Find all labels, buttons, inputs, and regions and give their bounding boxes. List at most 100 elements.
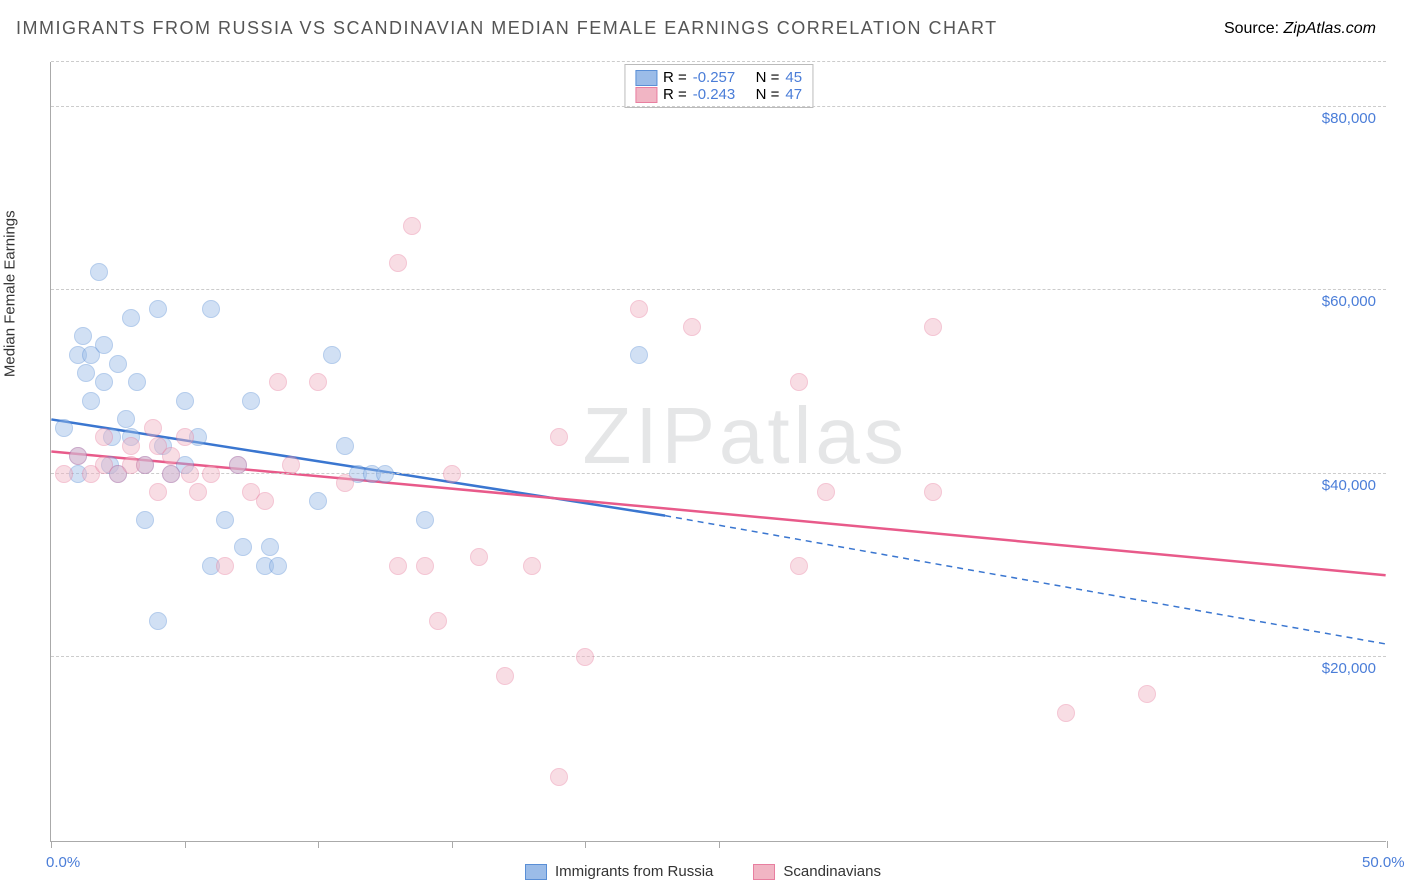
data-point <box>336 437 354 455</box>
data-point <box>550 428 568 446</box>
stat-n-label: N = <box>756 86 780 103</box>
data-point <box>181 465 199 483</box>
data-point <box>323 346 341 364</box>
y-tick-label: $60,000 <box>1322 293 1376 310</box>
data-point <box>389 254 407 272</box>
legend-swatch <box>525 864 547 880</box>
data-point <box>136 456 154 474</box>
data-point <box>95 428 113 446</box>
legend-label: Scandinavians <box>783 863 881 880</box>
x-tick <box>585 841 586 848</box>
x-tick <box>452 841 453 848</box>
y-tick-label: $40,000 <box>1322 477 1376 494</box>
series-legend: Immigrants from Russia Scandinavians <box>0 863 1406 880</box>
x-tick <box>719 841 720 848</box>
data-point <box>309 373 327 391</box>
data-point <box>95 373 113 391</box>
data-point <box>1138 685 1156 703</box>
data-point <box>269 373 287 391</box>
data-point <box>176 428 194 446</box>
data-point <box>136 511 154 529</box>
gridline <box>51 473 1386 474</box>
x-tick <box>185 841 186 848</box>
chart-container: Median Female Earnings ZIPatlas R = -0.2… <box>50 62 1386 842</box>
stat-n-label: N = <box>756 69 780 86</box>
data-point <box>144 419 162 437</box>
stat-n-value: 45 <box>785 69 802 86</box>
data-point <box>403 217 421 235</box>
data-point <box>55 419 73 437</box>
data-point <box>122 437 140 455</box>
source-label: Source: <box>1224 20 1284 37</box>
data-point <box>683 318 701 336</box>
legend-swatch <box>635 70 657 86</box>
watermark: ZIPatlas <box>582 390 907 482</box>
data-point <box>242 392 260 410</box>
data-point <box>282 456 300 474</box>
data-point <box>443 465 461 483</box>
data-point <box>630 300 648 318</box>
data-point <box>790 373 808 391</box>
legend-swatch <box>753 864 775 880</box>
data-point <box>77 364 95 382</box>
data-point <box>1057 704 1075 722</box>
legend-item: Immigrants from Russia <box>525 863 713 880</box>
data-point <box>74 327 92 345</box>
trend-line-ext <box>665 516 1386 644</box>
stat-n-value: 47 <box>785 86 802 103</box>
data-point <box>90 263 108 281</box>
stat-r-value: -0.257 <box>693 69 736 86</box>
legend-item: Scandinavians <box>753 863 881 880</box>
data-point <box>416 557 434 575</box>
data-point <box>109 355 127 373</box>
data-point <box>216 511 234 529</box>
data-point <box>389 557 407 575</box>
stat-r-value: -0.243 <box>693 86 736 103</box>
data-point <box>95 336 113 354</box>
gridline <box>51 656 1386 657</box>
data-point <box>149 483 167 501</box>
data-point <box>416 511 434 529</box>
gridline <box>51 106 1386 107</box>
y-tick-label: $20,000 <box>1322 660 1376 677</box>
data-point <box>523 557 541 575</box>
plot-area: ZIPatlas R = -0.257 N = 45R = -0.243 N =… <box>50 62 1386 842</box>
data-point <box>496 667 514 685</box>
chart-title: IMMIGRANTS FROM RUSSIA VS SCANDINAVIAN M… <box>16 18 998 39</box>
data-point <box>256 492 274 510</box>
data-point <box>790 557 808 575</box>
stats-legend-row: R = -0.257 N = 45 <box>635 69 802 86</box>
data-point <box>429 612 447 630</box>
data-point <box>55 465 73 483</box>
data-point <box>630 346 648 364</box>
data-point <box>122 309 140 327</box>
x-tick <box>318 841 319 848</box>
data-point <box>309 492 327 510</box>
stat-r-label: R = <box>663 86 687 103</box>
data-point <box>234 538 252 556</box>
data-point <box>82 392 100 410</box>
data-point <box>162 447 180 465</box>
legend-swatch <box>635 87 657 103</box>
y-tick-label: $80,000 <box>1322 110 1376 127</box>
source-value: ZipAtlas.com <box>1284 20 1376 37</box>
data-point <box>162 465 180 483</box>
trend-line <box>51 452 1385 576</box>
data-point <box>202 300 220 318</box>
x-tick <box>51 841 52 848</box>
stats-legend-row: R = -0.243 N = 47 <box>635 86 802 103</box>
data-point <box>261 538 279 556</box>
data-point <box>269 557 287 575</box>
data-point <box>149 612 167 630</box>
data-point <box>149 300 167 318</box>
y-axis-title: Median Female Earnings <box>2 210 19 377</box>
gridline <box>51 289 1386 290</box>
trend-lines-svg <box>51 62 1386 841</box>
data-point <box>189 483 207 501</box>
data-point <box>117 410 135 428</box>
data-point <box>69 447 87 465</box>
legend-label: Immigrants from Russia <box>555 863 713 880</box>
data-point <box>924 483 942 501</box>
data-point <box>924 318 942 336</box>
data-point <box>376 465 394 483</box>
